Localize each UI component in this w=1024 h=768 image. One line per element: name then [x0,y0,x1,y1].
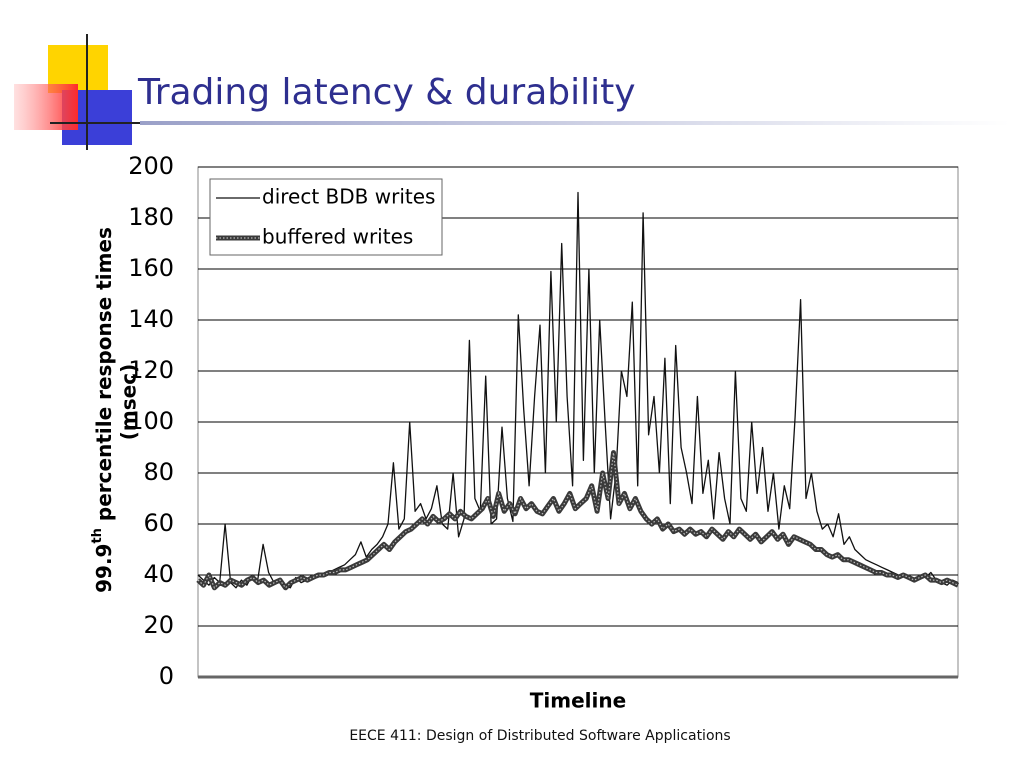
y-tick-label: 160 [128,254,174,282]
y-label-sup: th [90,528,105,543]
y-tick-label: 120 [128,356,174,384]
y-label-base: 99.9 [92,544,116,593]
y-tick-label: 140 [128,305,174,333]
legend-label: direct BDB writes [262,185,435,209]
y-axis-unit: (msec) [117,364,141,440]
legend-box [209,178,443,256]
footer: EECE 411: Design of Distributed Software… [349,728,730,744]
y-tick-label: 200 [128,152,174,180]
slide-title: Trading latency & durability [137,72,636,113]
y-tick-label: 0 [159,662,174,690]
y-axis-label: 99.9th percentile response times [90,227,116,593]
chart: Timeline 99.9th percentile response time… [90,152,960,713]
y-tick-label: 80 [143,458,174,486]
x-axis-label: Timeline [530,689,626,713]
y-tick-label: 180 [128,203,174,231]
y-tick-label: 60 [143,509,174,537]
y-tick-label: 20 [143,611,174,639]
y-tick-label: 40 [143,560,174,588]
y-tick-label: 100 [128,407,174,435]
decoration [14,34,1010,150]
y-label-rest: percentile response times [92,227,116,528]
legend-label: buffered writes [262,225,413,249]
series-line-texture [197,452,959,589]
